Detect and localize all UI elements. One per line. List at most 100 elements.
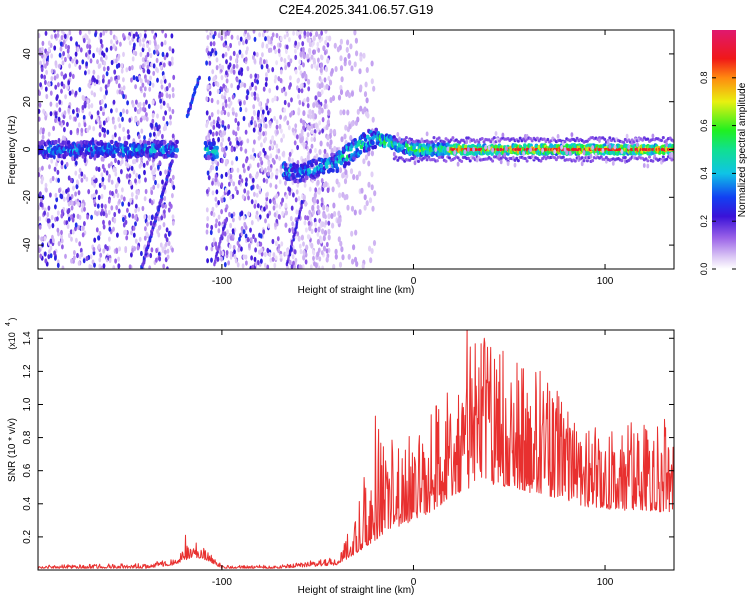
heatmap-cell	[64, 253, 67, 259]
heatmap-cell	[230, 34, 234, 40]
heatmap-cell	[250, 220, 254, 226]
heatmap-cell	[339, 240, 343, 247]
heatmap-cell	[354, 229, 358, 236]
heatmap-cell	[113, 124, 117, 130]
heatmap-cell	[210, 97, 214, 104]
heatmap-cell	[256, 241, 260, 247]
heatmap-cell	[263, 262, 267, 268]
heatmap-cell	[227, 136, 231, 142]
heatmap-cell	[67, 53, 70, 59]
heatmap-cell	[44, 63, 47, 69]
heatmap-cell	[272, 252, 276, 258]
heatmap-cell	[211, 48, 214, 54]
heatmap-cell	[163, 40, 167, 46]
heatmap-cell	[85, 35, 89, 41]
heatmap-cell	[306, 36, 310, 43]
heatmap-cell	[256, 184, 259, 190]
heatmap-cell	[171, 220, 175, 226]
heatmap-cell	[99, 32, 103, 38]
heatmap-cell	[67, 80, 71, 86]
heatmap-cell	[297, 195, 301, 202]
heatmap-cell	[314, 187, 318, 193]
heatmap-cell	[42, 108, 45, 114]
heatmap-cell	[130, 230, 133, 236]
heatmap-cell	[210, 257, 213, 263]
heatmap-cell	[365, 200, 369, 207]
heatmap-cell	[208, 90, 212, 96]
snr-multiplier-label: (x10	[7, 332, 17, 350]
heatmap-cell	[111, 190, 114, 197]
heatmap-cell	[203, 140, 208, 146]
heatmap-cell	[321, 186, 325, 192]
heatmap-cell	[301, 72, 305, 79]
heatmap-cell	[327, 234, 331, 241]
heatmap-cell	[95, 189, 98, 195]
heatmap-cell	[316, 238, 320, 245]
heatmap-cell	[144, 188, 148, 195]
heatmap-cell	[265, 43, 269, 49]
heatmap-cell	[222, 130, 226, 136]
heatmap-cell	[553, 149, 557, 155]
heatmap-cell	[50, 76, 54, 82]
heatmap-cell	[273, 96, 277, 102]
heatmap-cell	[284, 222, 288, 228]
heatmap-cell	[50, 34, 54, 40]
heatmap-cell	[117, 53, 121, 59]
heatmap-cell	[235, 156, 239, 162]
heatmap-cell	[171, 48, 175, 54]
heatmap-cell	[74, 116, 77, 122]
heatmap-cell	[71, 229, 75, 235]
heatmap-cell	[306, 234, 310, 240]
heatmap-cell	[76, 112, 79, 118]
heatmap-cell	[546, 137, 550, 142]
heatmap-cell	[167, 230, 171, 236]
heatmap-cell	[302, 110, 306, 117]
heatmap-cell	[232, 63, 236, 70]
heatmap-cell	[248, 122, 251, 128]
heatmap-cell	[242, 163, 245, 169]
heatmap-cell	[114, 171, 118, 177]
heatmap-cell	[620, 159, 624, 163]
heatmap-cell	[69, 177, 73, 183]
heatmap-cell	[309, 221, 313, 227]
heatmap-cell	[271, 256, 275, 262]
heatmap-cell	[87, 103, 91, 109]
heatmap-cell	[62, 74, 66, 80]
heatmap-cell	[291, 221, 295, 227]
heatmap-cell	[224, 171, 228, 178]
heatmap-cell	[298, 59, 302, 65]
heatmap-cell	[50, 158, 54, 164]
heatmap-cell	[150, 214, 154, 221]
heatmap-cell	[166, 266, 169, 269]
heatmap-cell	[364, 81, 368, 88]
heatmap-cell	[106, 116, 110, 122]
heatmap-cell	[206, 154, 211, 159]
heatmap-cell	[38, 247, 41, 253]
heatmap-cell	[281, 210, 284, 217]
heatmap-cell	[271, 97, 275, 103]
heatmap-cell	[441, 155, 445, 159]
heatmap-cell	[205, 60, 209, 66]
heatmap-cell	[296, 44, 299, 50]
heatmap-cell	[63, 127, 66, 133]
heatmap-cell	[651, 159, 655, 163]
heatmap-cell	[263, 251, 267, 258]
heatmap-cell	[398, 136, 401, 142]
heatmap-cell	[149, 132, 152, 138]
heatmap-cell	[312, 102, 316, 109]
heatmap-cell	[243, 168, 246, 174]
heatmap-cell	[243, 221, 247, 228]
heatmap-cell	[83, 103, 87, 109]
heatmap-cell	[320, 178, 324, 184]
heatmap-cell	[286, 247, 290, 253]
heatmap-cell	[215, 65, 219, 71]
heatmap-cell	[251, 177, 255, 183]
heatmap-cell	[69, 229, 73, 235]
heatmap-cell	[322, 45, 326, 52]
heatmap-cell	[232, 130, 236, 136]
heatmap-cell	[316, 251, 320, 258]
heatmap-cell	[143, 235, 147, 241]
heatmap-cell	[231, 107, 235, 113]
heatmap-cell	[256, 96, 260, 102]
heatmap-cell	[49, 192, 52, 198]
